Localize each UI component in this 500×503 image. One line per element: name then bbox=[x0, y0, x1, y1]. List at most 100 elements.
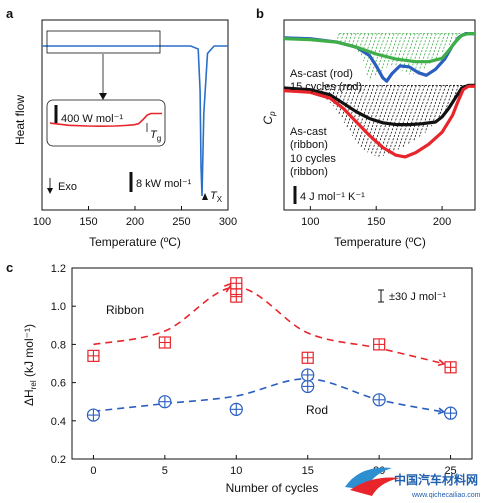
panel-c-marker-1-2 bbox=[229, 402, 243, 416]
panel-a-x-label: Temperature (ºC) bbox=[89, 235, 181, 249]
panel-b-hatch-line-0-15 bbox=[390, 33, 403, 67]
panel-c-frame bbox=[71, 267, 473, 460]
panel-b-hatch-line-0-27 bbox=[448, 33, 454, 45]
panel-b-hatch-line-1-14 bbox=[360, 85, 383, 148]
panel-c-trend-arrow-0 bbox=[437, 359, 446, 367]
panel-b-hatch-line-1-7 bbox=[341, 85, 354, 119]
panel-c-trend-1 bbox=[93, 377, 451, 414]
panel-a-x-ticks: 100 150 200 250 300 bbox=[33, 206, 237, 228]
panel-b-hatch-line-0-1 bbox=[339, 33, 344, 45]
panel-a-x-tick-label-200: 200 bbox=[126, 216, 144, 228]
panel-b-hatch-line-0-21 bbox=[413, 33, 429, 75]
panel-c-marker-1-0 bbox=[86, 408, 101, 422]
panel-b-hatch-line-1-31 bbox=[444, 85, 455, 112]
watermark-logo-swoosh bbox=[345, 467, 392, 490]
panel-b-frame bbox=[283, 19, 476, 211]
watermark-logo-accent bbox=[350, 477, 400, 496]
panel-c-y-tick-label-1.0: 1.0 bbox=[51, 301, 66, 313]
panel-c-x-label: Number of cycles bbox=[226, 481, 319, 495]
panel-b-hatch-line-0-17 bbox=[398, 33, 412, 69]
watermark-url: www.qichecailiao.com bbox=[411, 492, 481, 499]
error-bar-label: ±30 J mol⁻¹ bbox=[389, 291, 446, 303]
panel-c-marker-0-7 bbox=[444, 361, 457, 374]
panel-c-marker-0-1 bbox=[158, 336, 171, 349]
panel-a-scale-label: 8 kW mol⁻¹ bbox=[136, 178, 192, 190]
panel-c-x-tick-label-0: 0 bbox=[90, 465, 96, 477]
panel-b-hatching bbox=[319, 33, 466, 157]
panel-b-hatch-line-1-23 bbox=[397, 85, 421, 150]
panel-b-hatch-line-1-11 bbox=[351, 85, 371, 136]
panel-c-marker-1-6 bbox=[443, 406, 458, 420]
panel-c-marker-1-3 bbox=[301, 379, 315, 394]
panel-a-exo-label: Exo bbox=[58, 181, 77, 193]
panel-b-curve-3 bbox=[284, 84, 475, 159]
panel-b-hatch-line-1-24 bbox=[402, 85, 426, 147]
panel-c-marker-0-4 bbox=[230, 277, 243, 290]
panel-c-series bbox=[86, 277, 458, 422]
panel-b-curve-0 bbox=[284, 32, 475, 64]
panel-c-marker-1-1 bbox=[158, 395, 172, 409]
panel-c-y-tick-label-0.4: 0.4 bbox=[51, 416, 66, 428]
panel-b-hatch-line-1-0 bbox=[319, 85, 324, 97]
panel-b-hatch-line-1-17 bbox=[370, 85, 396, 155]
series-label-rod: Rod bbox=[306, 403, 328, 417]
panel-b-hatch-line-1-20 bbox=[382, 85, 409, 156]
panel-c-marker-0-5 bbox=[301, 351, 314, 364]
panel-b-hatch-line-1-25 bbox=[407, 85, 430, 145]
panel-letter-c: c bbox=[6, 260, 13, 275]
panel-b-hatch-line-1-8 bbox=[343, 85, 358, 123]
panel-a-x-tick-label-150: 150 bbox=[79, 216, 97, 228]
panel-a-x-tick-label-300: 300 bbox=[219, 216, 237, 228]
panel-b-x-ticks: 100 150 200 bbox=[301, 206, 451, 228]
panel-c-trend-0 bbox=[93, 286, 451, 367]
legend-as-cast-ribbon-line2: (ribbon) bbox=[290, 139, 328, 151]
panel-b-hatch-line-0-8 bbox=[363, 33, 374, 62]
legend-10-cycles-ribbon-line1: 10 cycles bbox=[290, 153, 336, 165]
legend-15-cycles-rod: 15 cycles (rod) bbox=[290, 81, 362, 93]
panel-a-y-label: Heat flow bbox=[13, 95, 27, 145]
panel-b: 100 150 200 Temperature (ºC) Cp As-cast (r… bbox=[261, 19, 476, 249]
panel-b-hatch-line-1-9 bbox=[346, 85, 362, 128]
panel-b-x-tick-label-100: 100 bbox=[301, 216, 319, 228]
panel-b-hatch-line-1-16 bbox=[367, 85, 392, 153]
panel-b-hatch-line-1-10 bbox=[349, 85, 367, 132]
panel-a-tg-label: Tg bbox=[150, 129, 161, 143]
panel-b-hatch-line-1-28 bbox=[424, 85, 442, 133]
panel-a-inset-frame bbox=[46, 99, 166, 147]
panel-c-x-tick-label-15: 15 bbox=[302, 465, 314, 477]
panel-b-hatch-line-0-28 bbox=[454, 33, 458, 41]
panel-c-y-tick-label-1.2: 1.2 bbox=[51, 263, 66, 275]
panel-a-tx-label: TX bbox=[210, 190, 223, 204]
panel-b-hatch-line-1-32 bbox=[452, 85, 459, 101]
panel-a-inset-curve bbox=[49, 112, 162, 128]
legend-as-cast-rod: As-cast (rod) bbox=[290, 68, 353, 80]
panel-c-x-tick-label-5: 5 bbox=[162, 465, 168, 477]
panel-c-y-ticks: 0.2 0.4 0.6 0.8 1.0 1.2 bbox=[51, 263, 76, 466]
panel-a-heat-flow-curve bbox=[42, 45, 228, 197]
legend-as-cast-ribbon-line1: As-cast bbox=[290, 126, 327, 138]
panel-c-marker-1-5 bbox=[372, 393, 386, 407]
panel-b-hatch-line-1-18 bbox=[374, 85, 400, 156]
watermark: 中国汽车材料网 www.qichecailiao.com bbox=[345, 467, 481, 499]
panel-b-x-tick-label-200: 200 bbox=[433, 216, 451, 228]
panel-a: 100 150 200 250 300 Temperature (ºC) Heat fl… bbox=[13, 19, 237, 249]
panel-b-hatch-line-0-25 bbox=[435, 33, 446, 60]
panel-a-zoom-box bbox=[46, 30, 161, 54]
panel-b-hatch-line-1-6 bbox=[338, 85, 350, 115]
panel-b-hatch-line-0-24 bbox=[429, 33, 441, 64]
legend-10-cycles-ribbon-line2: (ribbon) bbox=[290, 166, 328, 178]
panel-b-x-label: Temperature (ºC) bbox=[334, 235, 426, 249]
panel-b-curves bbox=[284, 32, 475, 159]
panel-a-inset-scale-label: 400 W mol⁻¹ bbox=[61, 113, 123, 125]
panel-a-x-tick-label-100: 100 bbox=[33, 216, 51, 228]
panel-b-hatch-line-1-21 bbox=[387, 85, 413, 155]
panel-b-x-tick-label-150: 150 bbox=[367, 216, 385, 228]
panel-c-marker-1-4 bbox=[301, 368, 315, 382]
panel-b-scale-label: 4 J mol⁻¹ K⁻¹ bbox=[300, 191, 365, 203]
panel-b-hatch-line-1-30 bbox=[437, 85, 451, 120]
panel-b-hatch-line-0-16 bbox=[394, 33, 408, 67]
panel-b-hatch-line-0-22 bbox=[418, 33, 433, 72]
panel-c-y-tick-label-0.6: 0.6 bbox=[51, 378, 66, 390]
panel-b-hatch-line-1-12 bbox=[354, 85, 375, 140]
panel-letter-a: a bbox=[6, 6, 14, 21]
